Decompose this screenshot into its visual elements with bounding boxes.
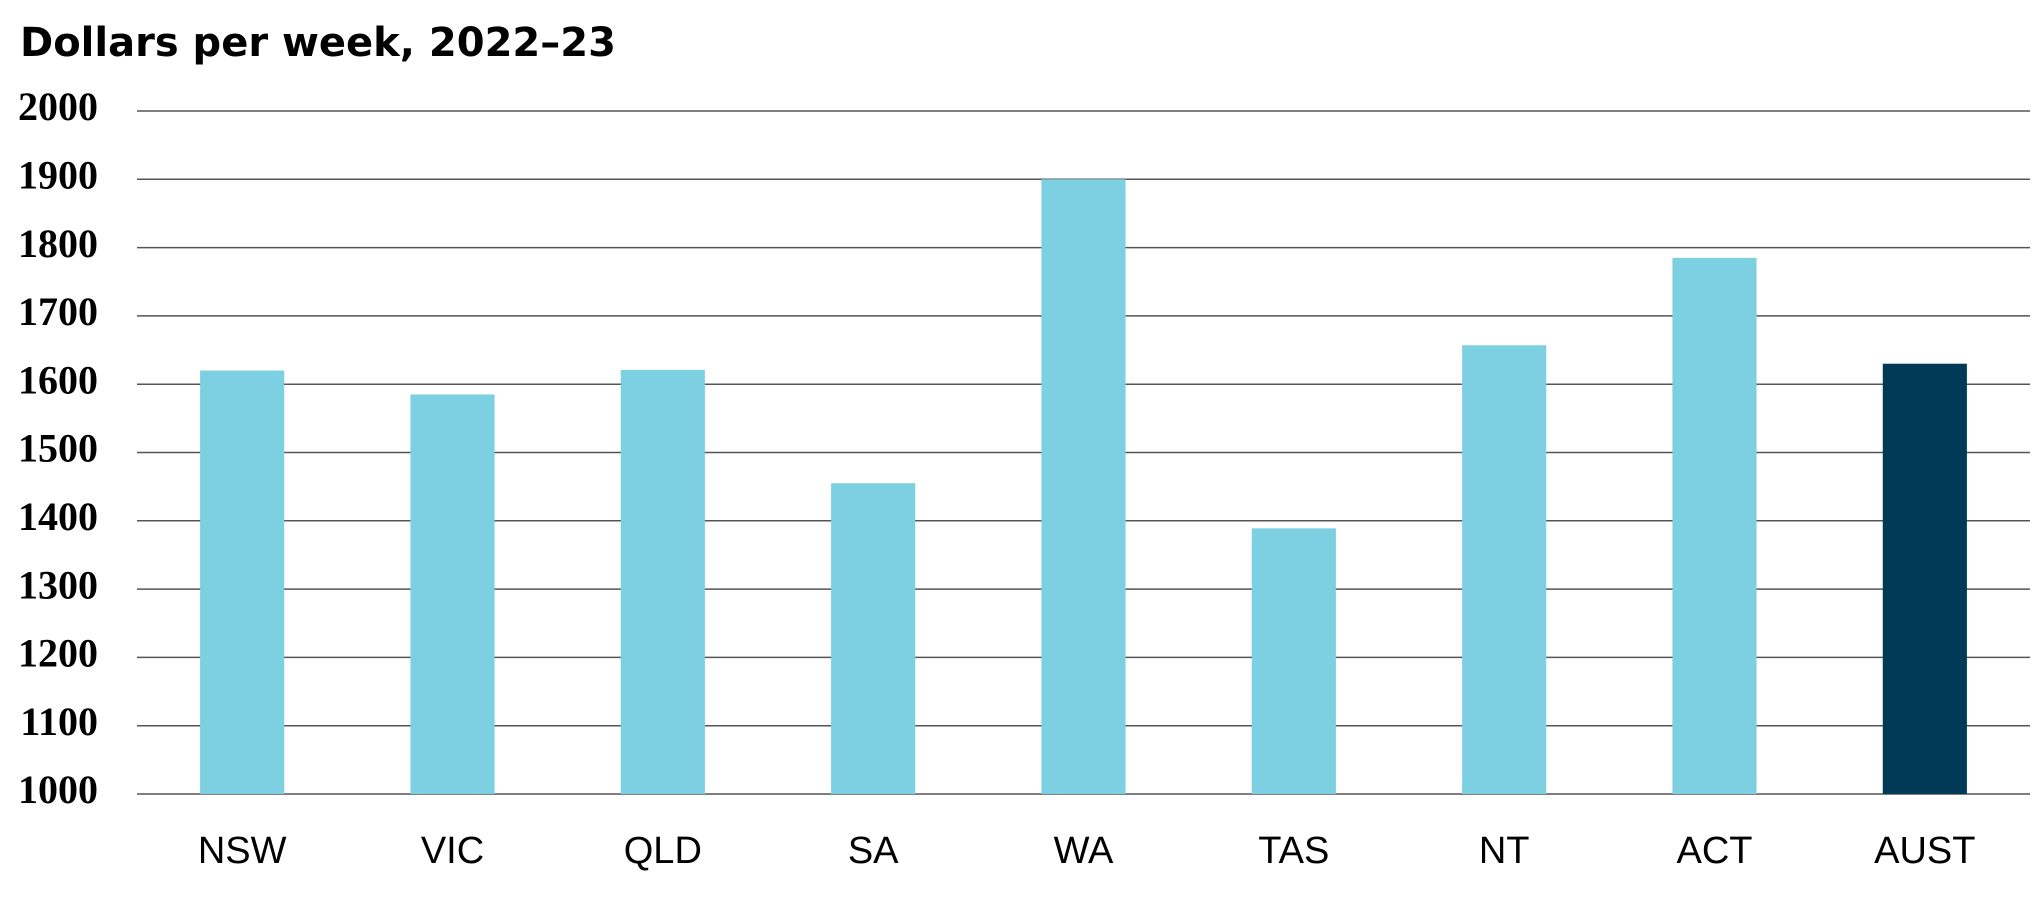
y-tick-label: 1700 <box>18 289 98 334</box>
x-tick-label: NSW <box>198 830 287 872</box>
bar <box>831 483 916 794</box>
x-tick-label: WA <box>1054 830 1114 872</box>
x-tick-label: TAS <box>1258 830 1329 872</box>
y-tick-label: 1000 <box>18 767 98 812</box>
x-tick-label: VIC <box>421 830 484 872</box>
bar <box>1251 528 1336 794</box>
y-tick-label: 1900 <box>18 152 98 197</box>
bar <box>1041 179 1126 795</box>
bar <box>200 370 285 794</box>
y-tick-label: 2000 <box>18 84 98 129</box>
x-tick-label: QLD <box>624 830 702 872</box>
bar <box>1672 257 1757 795</box>
y-tick-label: 1300 <box>18 562 98 607</box>
x-tick-label: NT <box>1479 830 1530 872</box>
y-tick-label: 1400 <box>18 494 98 539</box>
y-tick-label: 1600 <box>18 357 98 402</box>
y-tick-label: 1200 <box>18 631 98 676</box>
chart-title: Dollars per week, 2022–23 <box>20 20 616 66</box>
bar <box>620 369 705 794</box>
x-tick-label: AUST <box>1874 830 1975 872</box>
x-tick-label: SA <box>848 830 899 872</box>
bar <box>410 394 495 794</box>
bar <box>1462 345 1547 794</box>
y-tick-label: 1800 <box>18 221 98 266</box>
y-tick-label: 1500 <box>18 426 98 471</box>
y-tick-label: 1100 <box>20 699 98 744</box>
x-tick-label: ACT <box>1677 830 1753 872</box>
bar <box>1882 363 1967 794</box>
